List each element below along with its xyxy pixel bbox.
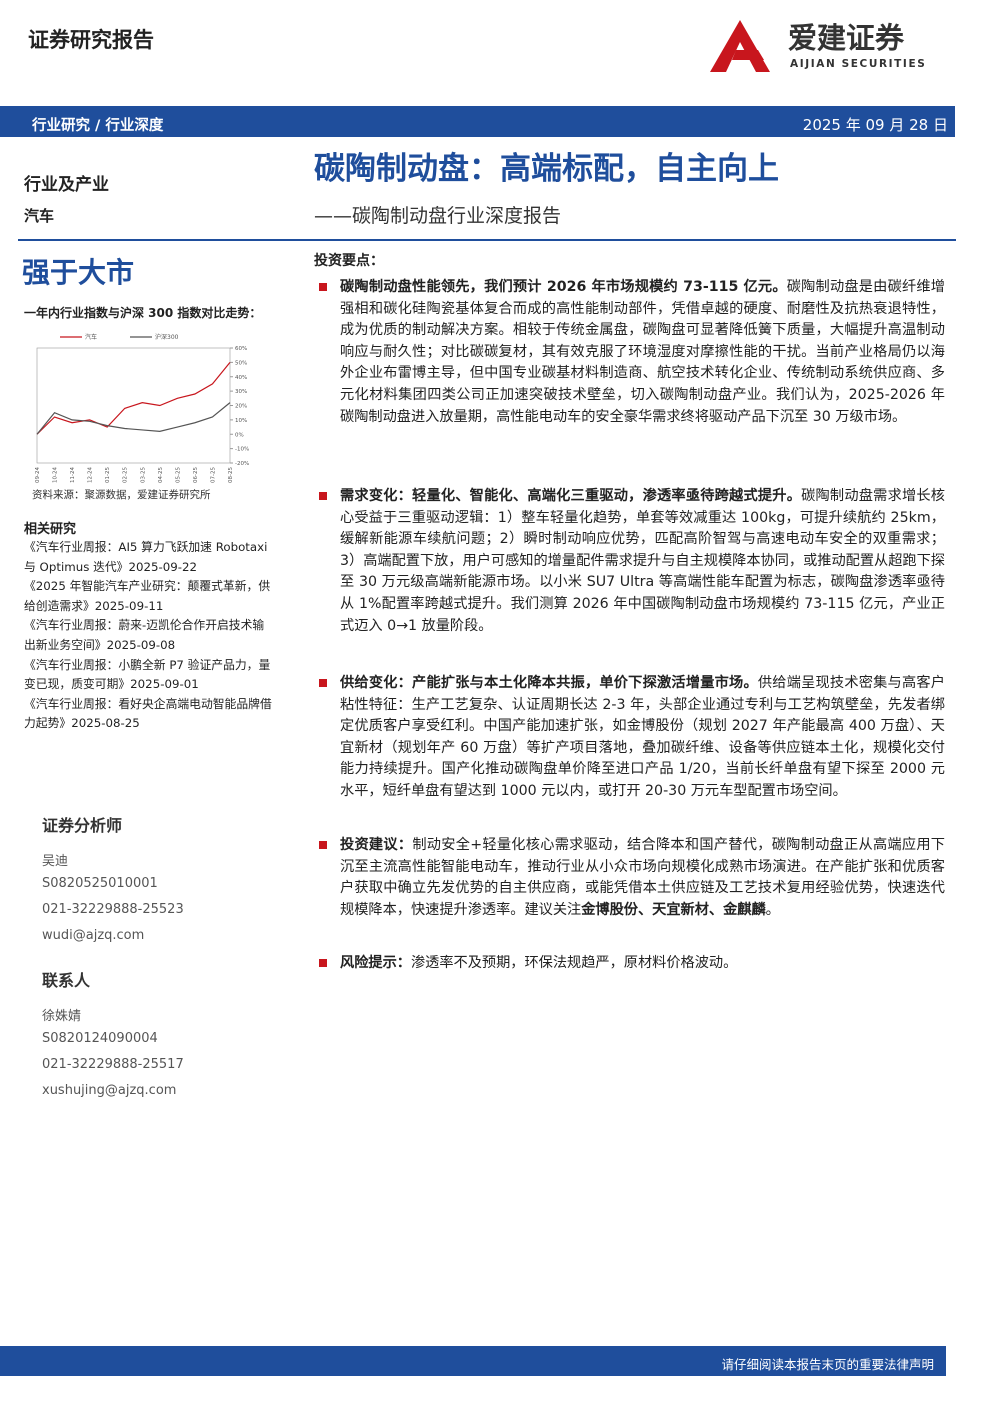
bullet-text: 需求变化：轻量化、智能化、高端化三重驱动，渗透率亟待跨越式提升。 (340, 488, 802, 504)
related-item: 《汽车行业周报：蔚来-迈凯伦合作开启技术输出新业务空间》2025-09-08 (24, 618, 265, 652)
legend-label: 汽车 (85, 333, 97, 341)
x-tick-label: 09-24 (35, 467, 41, 483)
logo-name: 爱建证券 (788, 21, 905, 55)
contact-line: xushujing@ajzq.com (42, 1083, 177, 1098)
series-line (36, 361, 231, 435)
related-list: 《汽车行业周报：AI5 算力飞跃加速 Robotaxi 与 Optimus 迭代… (24, 538, 274, 734)
title: 碳陶制动盘：高端标配，自主向上 (314, 151, 779, 187)
contact-line: 徐姝婧 (42, 1009, 82, 1024)
bullet-text: 供给变化：产能扩张与本土化降本共振，单价下探激活增量市场。 (340, 675, 758, 691)
analyst-line: 吴迪 (42, 854, 69, 869)
category-band (0, 106, 955, 137)
related-item: 《汽车行业周报：小鹏全新 P7 验证产品力，量变已现，质变可期》2025-09-… (24, 657, 271, 692)
bullet-text: 制动安全+轻量化核心需求驱动，结合降本和国产替代，碳陶制动盘正从高端应用下沉至主… (340, 837, 945, 918)
bullet-text: 碳陶制动盘需求增长核心受益于三重驱动逻辑：1）整车轻量化趋势，单套等效减重达 1… (340, 488, 945, 634)
x-tick-label: 06-25 (193, 467, 199, 483)
x-tick-label: 11-24 (70, 467, 76, 483)
chart-caption: 一年内行业指数与沪深 300 指数对比走势： (24, 306, 262, 320)
divider (18, 239, 956, 241)
bullet-text: 风险提示： (340, 955, 411, 971)
contact-line: S0820124090004 (42, 1031, 158, 1046)
logo-en: AIJIAN SECURITIES (790, 58, 926, 70)
related-item: 《汽车行业周报：看好央企高端电动智能品牌借力起势》2025-08-25 (24, 696, 272, 731)
bullet-text: 投资建议： (340, 837, 413, 853)
bullet-text: 。 (765, 901, 780, 918)
category: 行业研究 / 行业深度 (32, 118, 164, 134)
x-tick-label: 03-25 (140, 467, 146, 483)
date: 2025 年 09 月 28 日 (802, 116, 948, 134)
bullet-text: 金博股份、天宜新材、金麒麟 (581, 901, 766, 918)
y-tick-label: -10% (235, 447, 249, 453)
bullet: 需求变化：轻量化、智能化、高端化三重驱动，渗透率亟待跨越式提升。碳陶制动盘需求增… (319, 486, 945, 637)
x-tick-label: 01-25 (105, 467, 111, 483)
contact-title: 联系人 (42, 971, 91, 990)
legend-label: 沪深300 (155, 333, 179, 341)
y-tick-label: 60% (235, 346, 247, 352)
analyst-line: 021-32229888-25523 (42, 902, 184, 917)
series-line (36, 402, 231, 435)
bullet: 投资建议：制动安全+轻量化核心需求驱动，结合降本和国产替代，碳陶制动盘正从高端应… (319, 835, 945, 921)
analyst-info: 吴迪 S0820525010001 021-32229888-25523 wudi@a… (42, 850, 184, 954)
footer-band (0, 1346, 946, 1376)
contact-info: 徐姝婧 S0820124090004 021-32229888-25517 xushu… (42, 1005, 184, 1109)
logo: 爱建证券 AIJIAN SECURITIES (710, 20, 926, 72)
bullet: 碳陶制动盘性能领先，我们预计 2026 年市场规模约 73-115 亿元。碳陶制… (319, 277, 945, 428)
analyst-line: wudi@ajzq.com (42, 928, 145, 943)
x-tick-label: 05-25 (175, 467, 181, 483)
x-tick-label: 02-25 (123, 467, 129, 483)
bullet-text: 渗透率不及预期，环保法规趋严，原材料价格波动。 (410, 955, 738, 971)
report-type: 证券研究报告 (28, 28, 154, 52)
related-item: 《2025 年智能汽车产业研究：颠覆式革新，供给创造需求》2025-09-11 (24, 579, 271, 613)
y-tick-label: -20% (235, 461, 249, 467)
sector-label: 行业及产业 (24, 175, 109, 195)
bullet: 供给变化：产能扩张与本土化降本共振，单价下探激活增量市场。供给端呈现技术密集与高… (319, 673, 945, 803)
footer-notice: 请仔细阅读本报告末页的重要法律声明 (721, 1357, 934, 1372)
chart: -20% -10% 0% 10% 20% 30% 40% 50% 60% 09-24 10-24 11… (35, 333, 249, 483)
subtitle: ——碳陶制动盘行业深度报告 (314, 205, 562, 227)
x-tick-label: 07-25 (210, 467, 216, 483)
x-tick-label: 04-25 (158, 467, 164, 483)
related-title: 相关研究 (24, 522, 77, 537)
y-tick-label: 0% (235, 432, 244, 438)
x-tick-label: 10-24 (53, 467, 59, 483)
rating: 强于大市 (22, 256, 135, 289)
y-tick-label: 20% (235, 404, 247, 410)
y-tick-label: 40% (235, 375, 247, 381)
x-tick-label: 12-24 (88, 467, 94, 483)
bullet-text: 碳陶制动盘性能领先，我们预计 2026 年市场规模约 73-115 亿元。 (340, 279, 787, 295)
bullet: 风险提示：渗透率不及预期，环保法规趋严，原材料价格波动。 (319, 953, 945, 975)
summary-heading: 投资要点： (314, 253, 384, 269)
sector: 汽车 (24, 207, 55, 225)
y-tick-label: 50% (235, 360, 247, 366)
analyst-line: S0820525010001 (42, 876, 158, 891)
bullet-text: 供给端呈现技术密集与高客户粘性特征：生产工艺复杂、认证周期长达 2-3 年，头部… (340, 675, 945, 799)
bullet-text: 碳陶制动盘是由碳纤维增强相和碳化硅陶瓷基体复合而成的高性能制动部件，凭借卓越的硬… (340, 279, 945, 425)
analyst-title: 证券分析师 (42, 816, 123, 835)
source: 资料来源：聚源数据，爱建证券研究所 (32, 489, 211, 501)
contact-line: 021-32229888-25517 (42, 1057, 184, 1072)
related-item: 《汽车行业周报：AI5 算力飞跃加速 Robotaxi 与 Optimus 迭代… (24, 540, 268, 574)
y-tick-label: 10% (235, 418, 247, 424)
x-tick-label: 08-25 (228, 467, 234, 483)
y-tick-label: 30% (235, 389, 247, 395)
